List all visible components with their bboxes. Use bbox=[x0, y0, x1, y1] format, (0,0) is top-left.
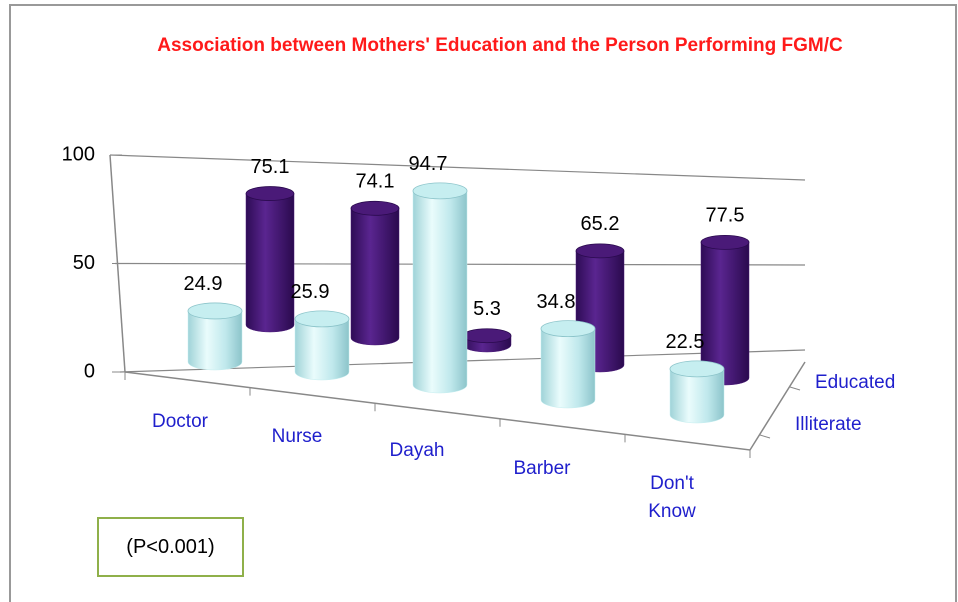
y-tick-label: 50 bbox=[73, 252, 95, 274]
legend-label: Educated bbox=[815, 372, 895, 393]
bar-top bbox=[350, 200, 400, 216]
bar-body bbox=[187, 310, 243, 371]
x-tick-label: Barber bbox=[513, 458, 571, 479]
bar-body bbox=[350, 208, 400, 346]
depth-tick bbox=[789, 386, 801, 391]
data-label: 5.3 bbox=[473, 298, 501, 320]
bar-top bbox=[412, 182, 468, 200]
data-label: 77.5 bbox=[706, 205, 745, 227]
bar-body bbox=[412, 190, 468, 394]
x-tick-label: Don't Know bbox=[648, 473, 696, 522]
bar-body bbox=[245, 193, 295, 333]
data-label: 34.8 bbox=[537, 291, 576, 313]
annotation: (P<0.001) bbox=[97, 517, 244, 577]
y-tick-label: 100 bbox=[62, 143, 95, 165]
bar bbox=[187, 302, 243, 371]
depth-tick bbox=[759, 434, 771, 439]
x-tick-label: Doctor bbox=[152, 411, 208, 432]
data-label: 65.2 bbox=[581, 213, 620, 235]
x-tick-label: Nurse bbox=[271, 426, 323, 447]
bar bbox=[294, 310, 350, 381]
bar-top bbox=[540, 320, 596, 338]
data-label: 25.9 bbox=[291, 281, 330, 303]
bar bbox=[245, 186, 295, 333]
bar bbox=[412, 182, 468, 394]
data-label: 75.1 bbox=[251, 156, 290, 178]
chart-border bbox=[9, 4, 957, 602]
data-label: 94.7 bbox=[409, 153, 448, 175]
data-label: 22.5 bbox=[666, 331, 705, 353]
chart-title: Association between Mothers' Education a… bbox=[157, 35, 843, 56]
data-label: 74.1 bbox=[356, 171, 395, 193]
legend-label: Illiterate bbox=[795, 414, 862, 435]
bar-top bbox=[462, 328, 512, 344]
bar-top bbox=[700, 234, 750, 250]
bar bbox=[540, 320, 596, 409]
bar bbox=[350, 200, 400, 346]
bar bbox=[462, 328, 512, 353]
bar-top bbox=[187, 302, 243, 320]
bar-top bbox=[245, 186, 295, 201]
x-tick-label: Dayah bbox=[389, 440, 445, 461]
bar-body bbox=[540, 328, 596, 409]
bar-top bbox=[669, 360, 725, 378]
y-tick-label: 0 bbox=[84, 360, 95, 382]
bar bbox=[669, 360, 725, 424]
bar-body bbox=[294, 318, 350, 381]
bar bbox=[700, 234, 750, 386]
grid-line bbox=[109, 154, 806, 181]
bar-top bbox=[575, 243, 625, 259]
bar-top bbox=[294, 310, 350, 328]
bar-body bbox=[669, 368, 725, 424]
data-label: 24.9 bbox=[184, 273, 223, 295]
